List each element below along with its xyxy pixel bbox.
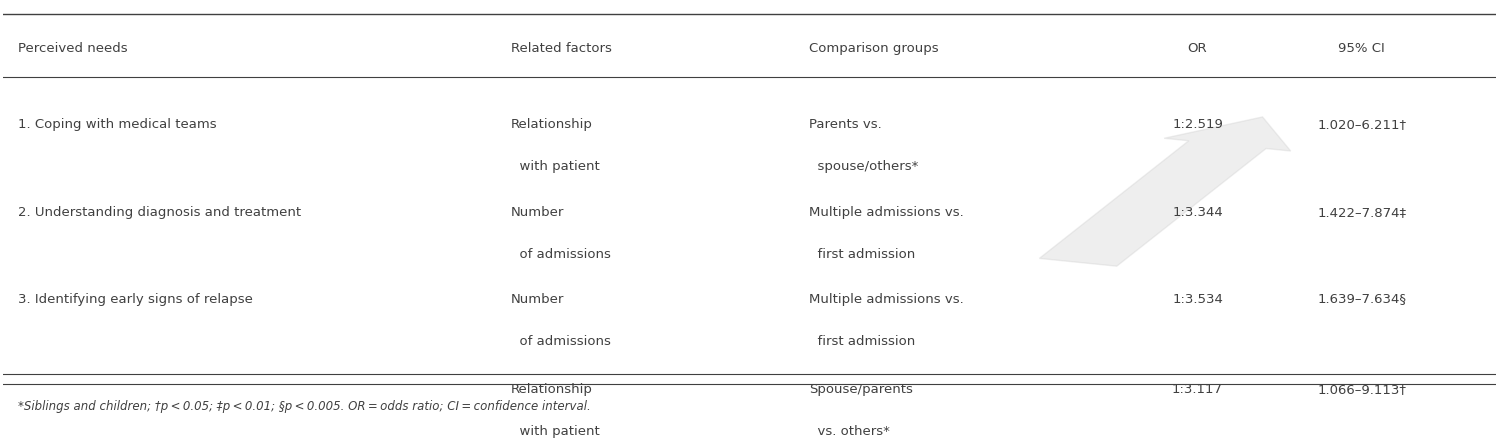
Text: 3. Identifying early signs of relapse: 3. Identifying early signs of relapse — [18, 292, 253, 305]
Text: Multiple admissions vs.: Multiple admissions vs. — [809, 292, 964, 305]
Text: Relationship: Relationship — [511, 118, 592, 131]
Text: with patient: with patient — [511, 160, 600, 173]
Text: 1.020–6.211†: 1.020–6.211† — [1318, 118, 1406, 131]
Text: Comparison groups: Comparison groups — [809, 42, 938, 55]
Text: Parents vs.: Parents vs. — [809, 118, 881, 131]
Text: 1.422–7.874‡: 1.422–7.874‡ — [1318, 206, 1406, 219]
Text: 2. Understanding diagnosis and treatment: 2. Understanding diagnosis and treatment — [18, 206, 301, 219]
Text: 95% CI: 95% CI — [1339, 42, 1385, 55]
Text: 1. Coping with medical teams: 1. Coping with medical teams — [18, 118, 216, 131]
FancyArrow shape — [1039, 118, 1291, 267]
Text: *Siblings and children; †p < 0.05; ‡p < 0.01; §p < 0.005. OR = odds ratio; CI = : *Siblings and children; †p < 0.05; ‡p < … — [18, 399, 591, 412]
Text: Relationship: Relationship — [511, 382, 592, 395]
Text: with patient: with patient — [511, 424, 600, 437]
Text: Related factors: Related factors — [511, 42, 612, 55]
Text: 1:3.534: 1:3.534 — [1172, 292, 1223, 305]
Text: Spouse/parents: Spouse/parents — [809, 382, 913, 395]
Text: Number: Number — [511, 292, 564, 305]
Text: OR: OR — [1187, 42, 1207, 55]
Text: spouse/others*: spouse/others* — [809, 160, 919, 173]
Text: 1:3.117: 1:3.117 — [1172, 382, 1223, 395]
Text: first admission: first admission — [809, 248, 916, 261]
Text: of admissions: of admissions — [511, 248, 610, 261]
Text: Perceived needs: Perceived needs — [18, 42, 127, 55]
Text: 1:3.344: 1:3.344 — [1172, 206, 1223, 219]
Text: Number: Number — [511, 206, 564, 219]
Text: first admission: first admission — [809, 334, 916, 347]
Text: of admissions: of admissions — [511, 334, 610, 347]
Text: 1.639–7.634§: 1.639–7.634§ — [1318, 292, 1406, 305]
Text: vs. others*: vs. others* — [809, 424, 890, 437]
Text: 1:2.519: 1:2.519 — [1172, 118, 1223, 131]
Text: Multiple admissions vs.: Multiple admissions vs. — [809, 206, 964, 219]
Text: 1.066–9.113†: 1.066–9.113† — [1318, 382, 1406, 395]
